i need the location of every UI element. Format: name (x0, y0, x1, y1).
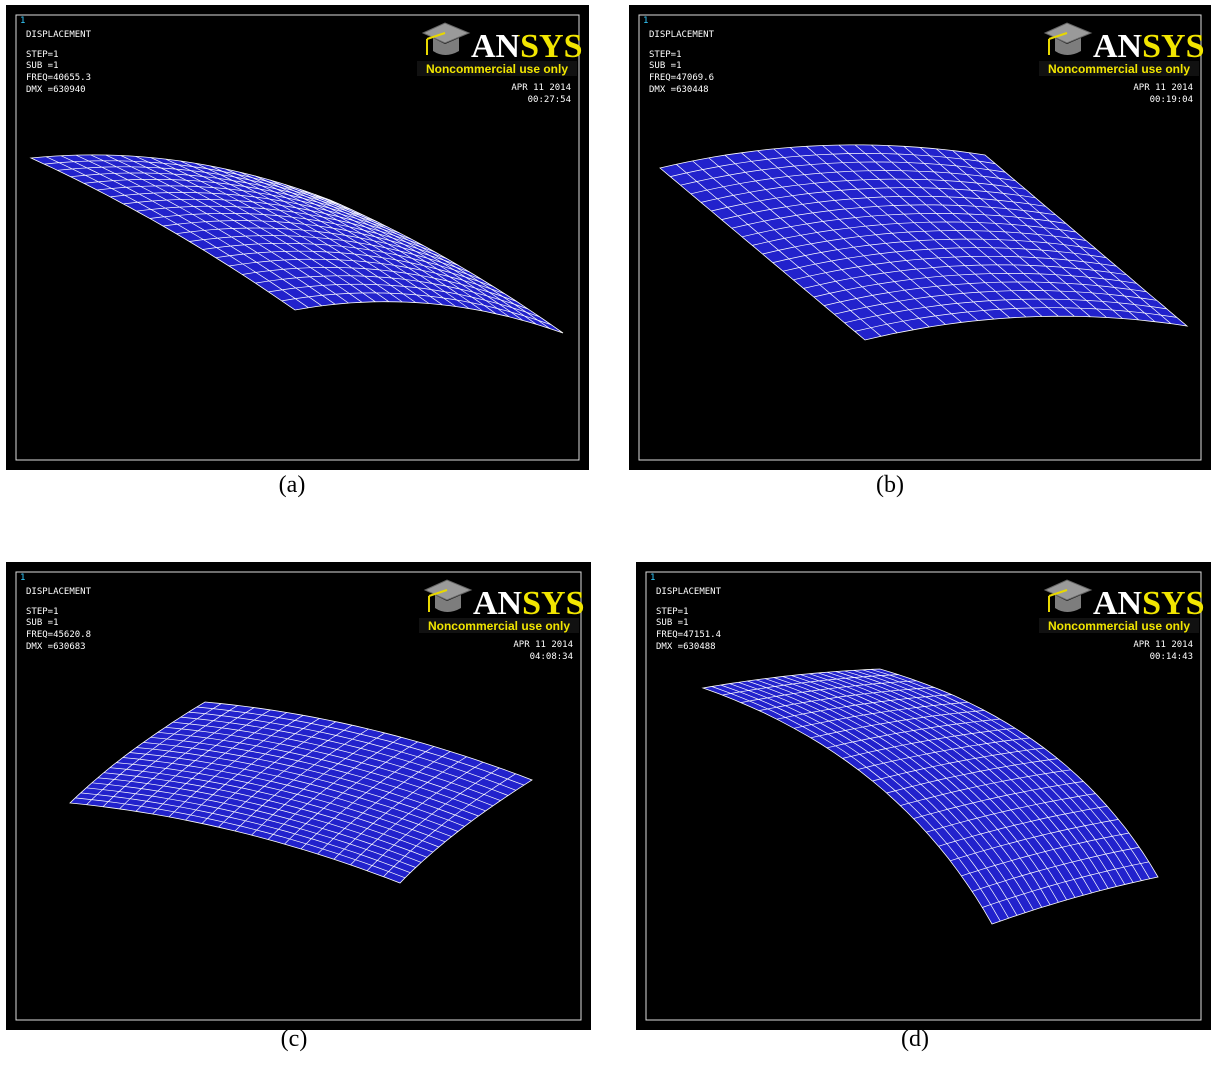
freq-label: FREQ=40655.3 (26, 73, 91, 83)
logo-note: Noncommercial use only (426, 62, 568, 76)
window-number: 1 (20, 573, 25, 583)
logo-text: ANSYS (473, 585, 584, 622)
dmx-label: DMX =630488 (656, 642, 716, 652)
step-label: STEP=1 (656, 607, 689, 617)
dmx-label: DMX =630940 (26, 85, 86, 95)
dmx-label: DMX =630683 (26, 642, 86, 652)
step-label: STEP=1 (26, 50, 59, 60)
ansys-panel: 1DISPLACEMENT STEP=1SUB =1 FREQ=45620.8 DMX… (6, 562, 591, 1030)
sub-label: SUB =1 (656, 618, 689, 628)
freq-label: FREQ=45620.8 (26, 630, 91, 640)
time-label: 00:14:43 (1150, 652, 1193, 662)
sub-label: SUB =1 (26, 61, 59, 71)
date-label: APR 11 2014 (1133, 640, 1193, 650)
ansys-panel: 1DISPLACEMENT STEP=1SUB =1 FREQ=47069.6 DMX… (629, 5, 1211, 470)
step-label: STEP=1 (26, 607, 59, 617)
logo-text: ANSYS (471, 28, 582, 65)
panel-caption: (a) (279, 472, 306, 498)
dmx-label: DMX =630448 (649, 85, 709, 95)
figure: 1DISPLACEMENTSTEP=1SUB =1FREQ=40655.3DMX… (0, 0, 1213, 1088)
time-label: 00:19:04 (1150, 95, 1193, 105)
date-label: APR 11 2014 (1133, 83, 1193, 93)
time-label: 00:27:54 (528, 95, 571, 105)
panel-caption: (b) (876, 472, 904, 498)
logo-text: ANSYS (1093, 28, 1204, 65)
panel-caption: (d) (901, 1026, 929, 1052)
window-number: 1 (643, 16, 648, 26)
window-number: 1 (650, 573, 655, 583)
time-label: 04:08:34 (530, 652, 573, 662)
logo-text: ANSYS (1093, 585, 1204, 622)
logo-note: Noncommercial use only (428, 619, 570, 633)
window-number: 1 (20, 16, 25, 26)
date-label: APR 11 2014 (513, 640, 573, 650)
date-label: APR 11 2014 (511, 83, 571, 93)
step-label: STEP=1 (649, 50, 682, 60)
sub-label: SUB =1 (26, 618, 59, 628)
result-title: DISPLACEMENT (26, 587, 92, 597)
logo-note: Noncommercial use only (1048, 62, 1190, 76)
freq-label: FREQ=47069.6 (649, 73, 714, 83)
panel-caption: (c) (281, 1026, 308, 1052)
result-title: DISPLACEMENT (26, 30, 92, 40)
freq-label: FREQ=47151.4 (656, 630, 721, 640)
logo-note: Noncommercial use only (1048, 619, 1190, 633)
sub-label: SUB =1 (649, 61, 682, 71)
result-title: DISPLACEMENT (656, 587, 722, 597)
result-title: DISPLACEMENT (649, 30, 715, 40)
ansys-panel: 1DISPLACEMENT STEP=1SUB =1 FREQ=40655.3 DMX… (6, 5, 589, 470)
